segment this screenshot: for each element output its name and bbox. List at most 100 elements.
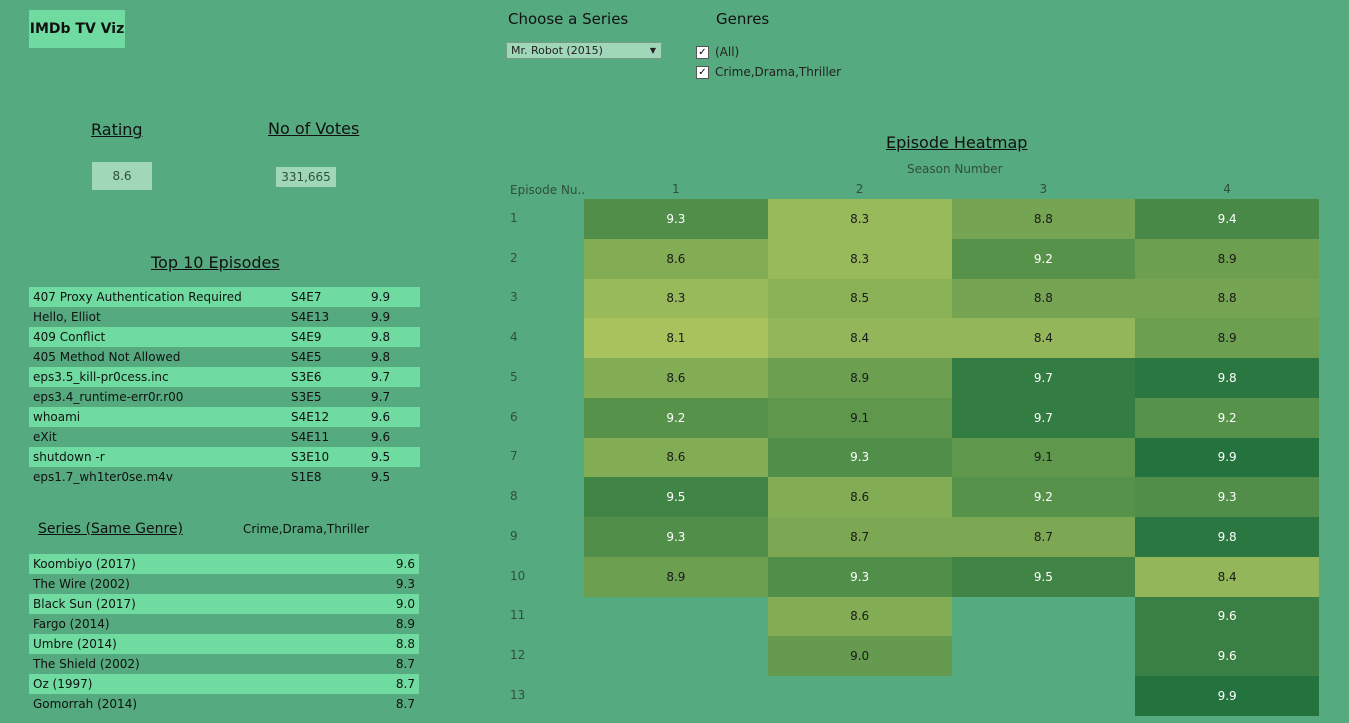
series-rating: 8.9 xyxy=(395,617,415,631)
season-tick-label: 2 xyxy=(855,182,864,196)
episode-rating: 9.9 xyxy=(371,310,391,324)
heatmap-cell: 9.0 xyxy=(767,636,952,676)
series-name: Fargo (2014) xyxy=(33,617,110,631)
genre-option-label: Crime,Drama,Thriller xyxy=(715,65,842,79)
episode-tick-label: 5 xyxy=(510,369,518,384)
episode-tick-label: 3 xyxy=(510,290,518,305)
series-rating: 9.0 xyxy=(395,597,415,611)
heatmap-cell: 8.7 xyxy=(951,517,1136,557)
heatmap-cell: 8.7 xyxy=(767,517,952,557)
heatmap-cell: 8.6 xyxy=(767,477,952,517)
series-rating: 8.8 xyxy=(395,637,415,651)
series-name: Umbre (2014) xyxy=(33,637,117,651)
episode-tick-label: 7 xyxy=(510,449,518,464)
heatmap-cell: 9.2 xyxy=(584,397,768,438)
table-row: eps1.7_wh1ter0se.m4v S1E8 9.5 xyxy=(29,467,420,487)
heatmap-cell: 9.7 xyxy=(951,358,1136,398)
heatmap-cell: 8.4 xyxy=(1135,556,1319,597)
series-rating: 9.3 xyxy=(395,577,415,591)
heatmap-cell: 8.3 xyxy=(584,278,768,319)
heatmap-cell: 9.7 xyxy=(951,397,1136,438)
series-name: Gomorrah (2014) xyxy=(33,697,138,711)
heatmap-xlabel: Season Number xyxy=(907,162,1003,176)
episode-rating: 9.6 xyxy=(371,410,391,424)
table-row: Hello, Elliot S4E13 9.9 xyxy=(29,307,420,327)
table-row: Koombiyo (2017) 9.6 xyxy=(29,554,419,574)
heatmap-cell: 9.5 xyxy=(951,556,1136,597)
heatmap-cell: 8.9 xyxy=(1135,238,1319,279)
table-row: Fargo (2014) 8.9 xyxy=(29,614,419,634)
app-title: IMDb TV Viz xyxy=(29,10,125,48)
heatmap-cell: 9.2 xyxy=(951,238,1136,279)
series-dropdown-value: Mr. Robot (2015) xyxy=(511,44,603,57)
similar-series-title: Series (Same Genre) xyxy=(38,521,183,537)
episode-tick-label: 10 xyxy=(510,568,526,583)
heatmap-cell: 8.4 xyxy=(767,318,952,358)
heatmap-cell: 8.8 xyxy=(951,199,1136,239)
heatmap-cell: 9.1 xyxy=(767,397,952,438)
episode-tick-label: 8 xyxy=(510,489,518,504)
season-tick-label: 1 xyxy=(672,182,680,196)
heatmap-cell: 8.6 xyxy=(584,238,768,279)
series-filter-label: Choose a Series xyxy=(508,10,629,28)
heatmap-cell: 8.4 xyxy=(951,318,1136,358)
heatmap-cell: 9.2 xyxy=(951,477,1136,517)
table-row: 405 Method Not Allowed S4E5 9.8 xyxy=(29,347,420,367)
series-rating: 8.7 xyxy=(395,697,415,711)
heatmap-cell: 9.8 xyxy=(1135,517,1319,557)
episode-name: shutdown -r xyxy=(33,450,105,464)
episode-rating: 9.9 xyxy=(371,290,391,304)
heatmap-cell: 8.6 xyxy=(767,596,952,637)
episode-tick-label: 13 xyxy=(510,687,526,702)
heatmap-cell: 8.3 xyxy=(767,199,952,239)
similar-series-genre: Crime,Drama,Thriller xyxy=(243,522,370,536)
episode-name: 405 Method Not Allowed xyxy=(33,350,181,364)
series-name: Oz (1997) xyxy=(33,677,93,691)
genre-option-all[interactable]: ✓ (All) xyxy=(696,45,739,59)
heatmap-cell: 9.5 xyxy=(584,477,768,517)
episode-code: S4E11 xyxy=(291,430,330,444)
episode-rating: 9.7 xyxy=(371,390,391,404)
votes-value: 331,665 xyxy=(276,167,336,187)
checkbox-checked-icon[interactable]: ✓ xyxy=(696,45,709,59)
heatmap-cell: 8.5 xyxy=(767,278,952,319)
series-rating: 8.7 xyxy=(395,657,415,671)
episode-code: S3E5 xyxy=(291,390,322,404)
genres-filter-label: Genres xyxy=(716,10,770,28)
checkbox-checked-icon[interactable]: ✓ xyxy=(696,65,709,79)
table-row: Oz (1997) 8.7 xyxy=(29,674,419,694)
heatmap-cell: 9.3 xyxy=(767,556,952,597)
heatmap-title: Episode Heatmap xyxy=(886,133,1028,152)
table-row: eps3.4_runtime-err0r.r00 S3E5 9.7 xyxy=(29,387,420,407)
heatmap-cell: 9.9 xyxy=(1135,676,1319,716)
heatmap-cell: 8.6 xyxy=(584,437,768,478)
season-tick-label: 4 xyxy=(1223,182,1231,196)
season-tick-label: 3 xyxy=(1039,182,1048,196)
episode-name: eps3.4_runtime-err0r.r00 xyxy=(33,390,184,404)
episode-code: S4E12 xyxy=(291,410,330,424)
heatmap-cell: 8.9 xyxy=(1135,318,1319,358)
series-name: The Wire (2002) xyxy=(33,577,130,591)
genre-option-crime-drama-thriller[interactable]: ✓ Crime,Drama,Thriller xyxy=(696,65,841,79)
table-row: 407 Proxy Authentication Required S4E7 9.9 xyxy=(29,287,420,307)
episode-code: S4E9 xyxy=(291,330,322,344)
episode-rating: 9.5 xyxy=(371,470,391,484)
heatmap-cell: 9.1 xyxy=(951,437,1136,478)
series-rating: 8.7 xyxy=(395,677,415,691)
top-episodes-table: 407 Proxy Authentication Required S4E7 9.9… xyxy=(29,287,420,487)
table-row: Black Sun (2017) 9.0 xyxy=(29,594,419,614)
episode-code: S4E5 xyxy=(291,350,322,364)
top-episodes-title: Top 10 Episodes xyxy=(151,253,280,272)
heatmap-cell: 9.8 xyxy=(1135,358,1319,398)
episode-code: S1E8 xyxy=(291,470,322,484)
heatmap-cell: 8.8 xyxy=(951,278,1136,319)
heatmap-cell: 9.4 xyxy=(1135,199,1319,239)
series-dropdown[interactable]: Mr. Robot (2015) ▼ xyxy=(506,42,662,59)
episode-tick-label: 1 xyxy=(510,210,518,225)
heatmap-cell: 9.3 xyxy=(1135,477,1319,517)
episode-tick-label: 6 xyxy=(510,409,518,424)
table-row: The Wire (2002) 9.3 xyxy=(29,574,419,594)
episode-name: 407 Proxy Authentication Required xyxy=(33,290,242,304)
heatmap-cell: 8.8 xyxy=(1135,278,1319,319)
table-row: eps3.5_kill-pr0cess.inc S3E6 9.7 xyxy=(29,367,420,387)
